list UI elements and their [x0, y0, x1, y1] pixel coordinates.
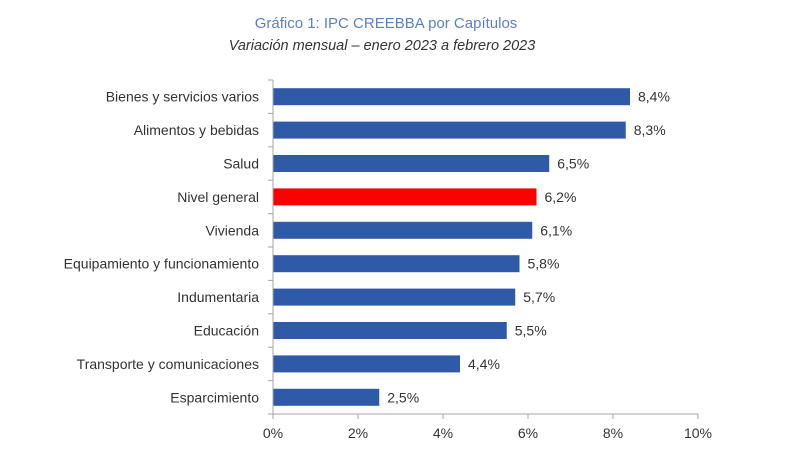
data-label: 8,4%	[638, 89, 670, 105]
bar	[273, 188, 537, 206]
bar	[273, 88, 630, 106]
data-label: 4,4%	[468, 356, 500, 372]
x-tick-label: 8%	[603, 425, 623, 441]
bar	[273, 255, 520, 273]
x-tick-label: 0%	[263, 425, 283, 441]
category-label: Nivel general	[177, 189, 259, 205]
bar	[273, 388, 380, 406]
x-tick-label: 4%	[433, 425, 453, 441]
data-label: 6,2%	[545, 189, 577, 205]
data-label: 2,5%	[387, 389, 419, 405]
data-label: 5,5%	[515, 323, 547, 339]
bar	[273, 155, 550, 172]
bar	[273, 221, 533, 239]
category-label: Alimentos y bebidas	[134, 122, 259, 138]
category-label: Indumentaria	[177, 289, 259, 305]
category-label: Educación	[194, 323, 259, 339]
category-label: Salud	[223, 156, 259, 172]
data-label: 5,8%	[528, 256, 560, 272]
x-tick-label: 2%	[348, 425, 368, 441]
chart-title: Gráfico 1: IPC CREEBBA por Capítulos	[255, 15, 518, 32]
category-label: Vivienda	[206, 222, 260, 238]
bar	[273, 355, 460, 373]
category-label: Esparcimiento	[170, 389, 259, 405]
category-label: Transporte y comunicaciones	[77, 356, 259, 372]
bar	[273, 288, 516, 306]
chart-subtitle: Variación mensual – enero 2023 a febrero…	[229, 38, 536, 54]
x-tick-label: 6%	[518, 425, 538, 441]
data-label: 6,5%	[557, 156, 589, 172]
bar	[273, 121, 626, 139]
bar	[273, 322, 507, 339]
data-label: 6,1%	[540, 222, 572, 238]
x-tick-label: 10%	[684, 425, 712, 441]
category-label: Bienes y servicios varios	[106, 89, 259, 105]
category-label: Equipamiento y funcionamiento	[64, 256, 260, 272]
data-label: 5,7%	[523, 289, 555, 305]
data-label: 8,3%	[634, 122, 666, 138]
